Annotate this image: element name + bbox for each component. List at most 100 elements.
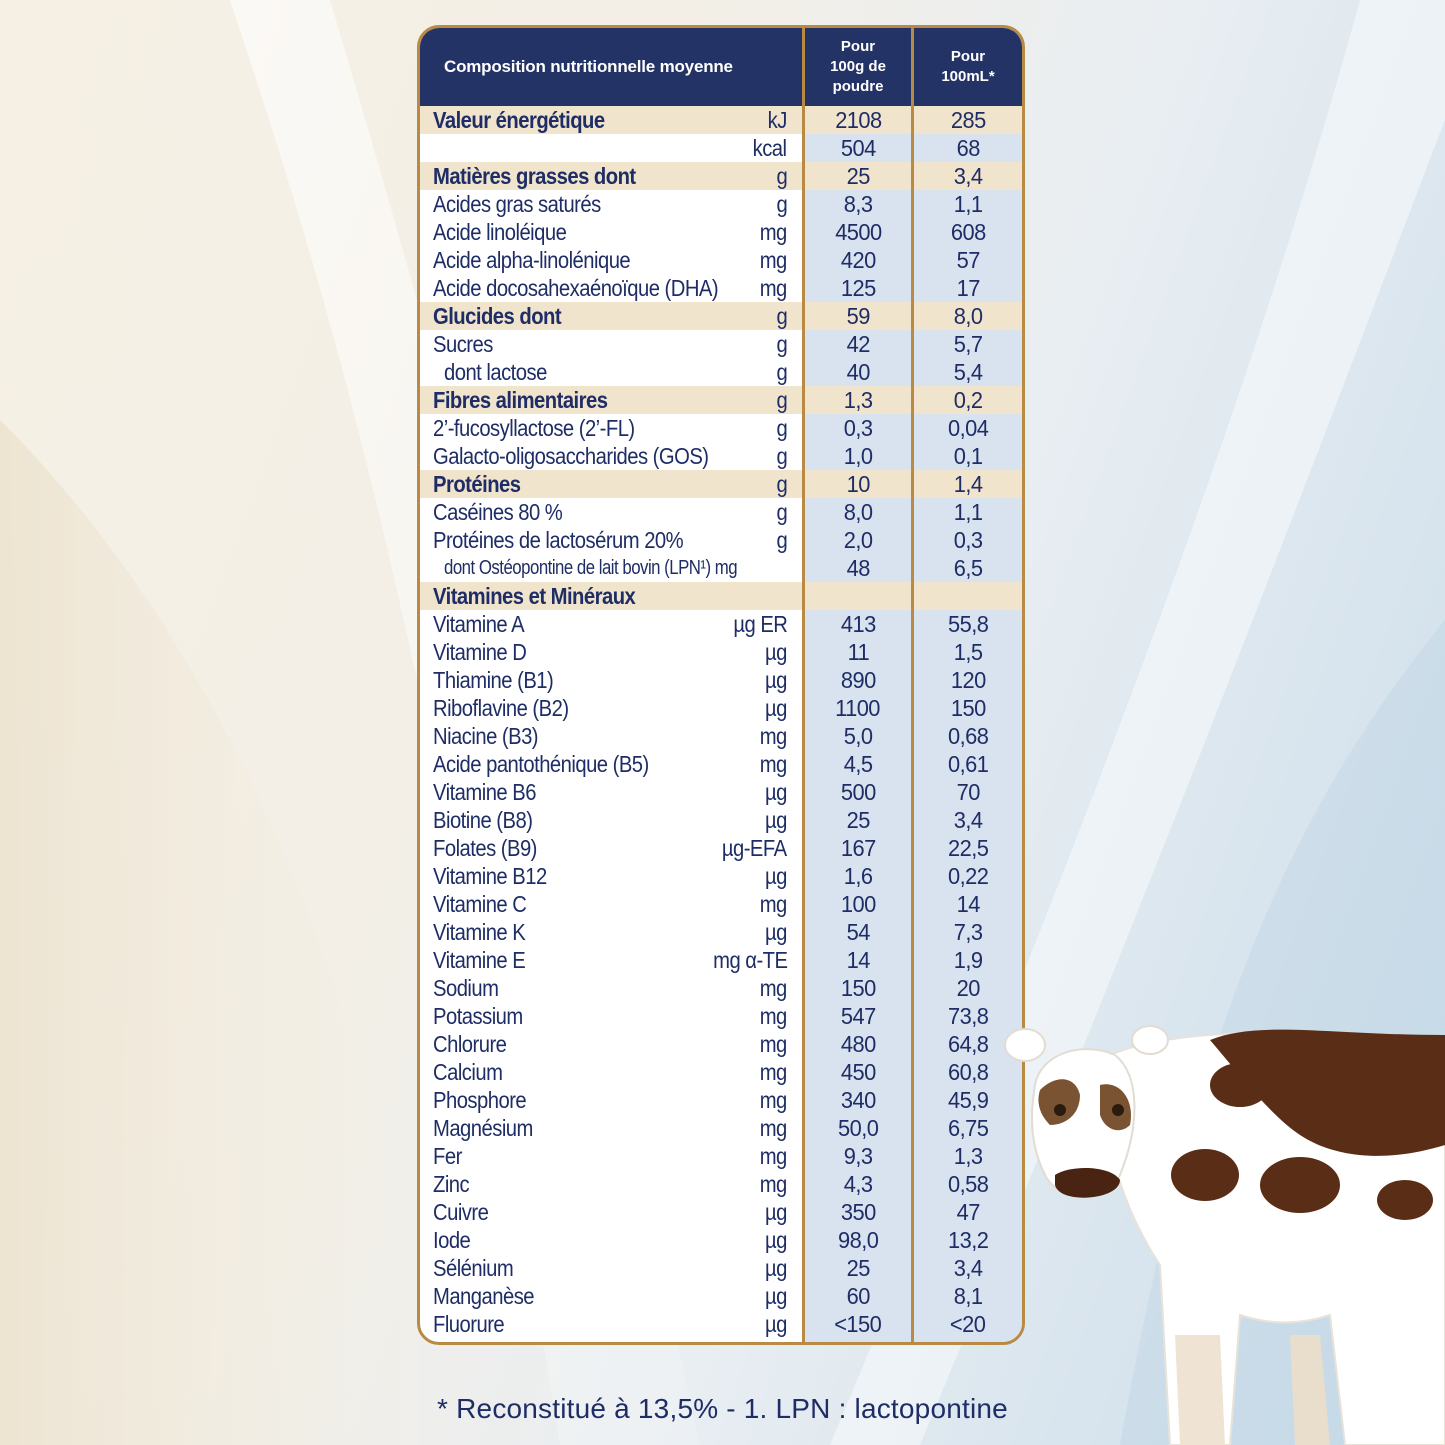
row-label: Fibres alimentaires: [433, 387, 608, 413]
table-row: Zinc mg 4,3 0,58: [420, 1170, 1022, 1198]
row-value-per-100g-text: 2,0: [843, 527, 873, 553]
row-value-per-100ml: 1,4: [914, 470, 1022, 498]
row-value-per-100g: 4500: [805, 218, 911, 246]
table-row: Vitamine E mg α-TE 14 1,9: [420, 946, 1022, 974]
row-value-per-100g-text: 4500: [834, 219, 882, 245]
row-value-per-100g: 2108: [805, 106, 911, 134]
table-body: Valeur énergétique kJ 2108 285 kcal 504 68 Mati…: [420, 106, 1022, 1338]
row-value-per-100ml: 0,61: [914, 750, 1022, 778]
row-value-per-100ml: 17: [914, 274, 1022, 302]
row-value-per-100g-text: 50,0: [837, 1115, 879, 1141]
row-value-per-100g-text: 5,0: [843, 723, 873, 749]
row-unit: µg: [765, 639, 787, 665]
row-unit: µg: [765, 863, 787, 889]
row-value-per-100g-text: 25: [846, 807, 870, 833]
row-value-per-100ml-text: 3,4: [953, 807, 983, 833]
row-unit: mg: [759, 1143, 788, 1169]
row-unit: mg: [759, 1171, 788, 1197]
row-value-per-100ml-text: 3,4: [953, 1255, 983, 1281]
row-value-per-100g: 9,3: [805, 1142, 911, 1170]
row-value-per-100ml: 6,5: [914, 554, 1022, 582]
row-value-per-100ml: 1,9: [914, 946, 1022, 974]
row-value-per-100ml-text: 285: [950, 107, 986, 133]
table-row: Cuivre µg 350 47: [420, 1198, 1022, 1226]
row-value-per-100ml-text: 0,58: [947, 1171, 989, 1197]
table-row: Acide alpha-linolénique mg 420 57: [420, 246, 1022, 274]
row-value-per-100ml-text: 5,7: [953, 331, 983, 357]
table-row: Vitamine K µg 54 7,3: [420, 918, 1022, 946]
row-value-per-100g-text: 480: [840, 1031, 876, 1057]
table-row: Sodium mg 150 20: [420, 974, 1022, 1002]
row-unit: mg: [759, 723, 788, 749]
row-value-per-100g-text: 125: [840, 275, 876, 301]
table-row: Fibres alimentaires g 1,3 0,2: [420, 386, 1022, 414]
row-value-per-100g: 480: [805, 1030, 911, 1058]
row-value-per-100ml-text: 1,1: [953, 191, 983, 217]
table-row: Protéines g 10 1,4: [420, 470, 1022, 498]
row-label: Acide alpha-linolénique: [433, 247, 631, 273]
row-value-per-100g-text: 1,3: [843, 387, 873, 413]
table-row: Calcium mg 450 60,8: [420, 1058, 1022, 1086]
row-value-per-100ml-text: 1,4: [953, 471, 983, 497]
row-unit: mg α-TE: [712, 947, 788, 973]
table-row: Iode µg 98,0 13,2: [420, 1226, 1022, 1254]
row-label: Vitamine K: [433, 919, 526, 945]
row-value-per-100ml: 7,3: [914, 918, 1022, 946]
row-value-per-100g-text: 2108: [834, 107, 882, 133]
column-divider-2: [911, 28, 914, 1342]
row-value-per-100g: 1,6: [805, 862, 911, 890]
row-value-per-100g-text: 1,6: [843, 863, 873, 889]
table-row: Riboflavine (B2) µg 1100 150: [420, 694, 1022, 722]
table-row: Vitamine C mg 100 14: [420, 890, 1022, 918]
row-unit: mg: [759, 751, 788, 777]
row-label: Iode: [433, 1227, 471, 1253]
row-value-per-100ml: 120: [914, 666, 1022, 694]
row-value-per-100g: 25: [805, 1254, 911, 1282]
row-value-per-100ml-text: 22,5: [947, 835, 989, 861]
row-value-per-100g: 504: [805, 134, 911, 162]
row-label: Sélénium: [433, 1255, 514, 1281]
row-value-per-100ml-text: 45,9: [947, 1087, 989, 1113]
row-unit: µg: [765, 919, 787, 945]
row-value-per-100ml: 0,22: [914, 862, 1022, 890]
row-value-per-100g: 450: [805, 1058, 911, 1086]
table-row: Vitamine D µg 11 1,5: [420, 638, 1022, 666]
row-value-per-100ml-text: 20: [956, 975, 980, 1001]
row-unit: µg: [765, 1311, 787, 1337]
row-label: dont Ostéopontine de lait bovin (LPN¹) m…: [444, 557, 738, 579]
row-unit: kJ: [767, 107, 788, 133]
row-value-per-100ml: 14: [914, 890, 1022, 918]
table-row: Caséines 80 % g 8,0 1,1: [420, 498, 1022, 526]
row-unit: mg: [759, 1087, 788, 1113]
column-header-per-100ml: Pour 100mL*: [914, 28, 1022, 106]
table-row: Valeur énergétique kJ 2108 285: [420, 106, 1022, 134]
row-unit: mg: [759, 275, 788, 301]
row-value-per-100ml-text: 0,2: [953, 387, 983, 413]
row-value-per-100g: 4,5: [805, 750, 911, 778]
row-value-per-100ml-text: 1,3: [953, 1143, 983, 1169]
row-label: Phosphore: [433, 1087, 527, 1113]
table-row: Glucides dont g 59 8,0: [420, 302, 1022, 330]
row-value-per-100ml: 22,5: [914, 834, 1022, 862]
row-value-per-100g: 0,3: [805, 414, 911, 442]
row-unit: g: [776, 191, 787, 217]
row-label: Vitamines et Minéraux: [433, 583, 636, 609]
row-value-per-100g-text: 150: [840, 975, 876, 1001]
row-label: Protéines: [433, 471, 521, 497]
row-value-per-100ml-text: 57: [956, 247, 980, 273]
row-value-per-100ml: 0,68: [914, 722, 1022, 750]
row-value-per-100g: 48: [805, 554, 911, 582]
row-unit: µg-EFA: [722, 835, 787, 861]
row-label: Thiamine (B1): [433, 667, 554, 693]
row-value-per-100ml-text: 8,0: [953, 303, 983, 329]
row-value-per-100ml-text: 0,68: [947, 723, 989, 749]
row-value-per-100g: 420: [805, 246, 911, 274]
row-value-per-100ml-text: 0,1: [953, 443, 983, 469]
row-value-per-100ml-text: 0,22: [947, 863, 989, 889]
row-unit: µg: [765, 1227, 787, 1253]
row-value-per-100g-text: 500: [840, 779, 876, 805]
row-value-per-100ml-text: 6,5: [953, 555, 983, 581]
row-label: Sodium: [433, 975, 499, 1001]
row-unit: mg: [759, 1003, 788, 1029]
row-value-per-100g-text: 98,0: [837, 1227, 879, 1253]
